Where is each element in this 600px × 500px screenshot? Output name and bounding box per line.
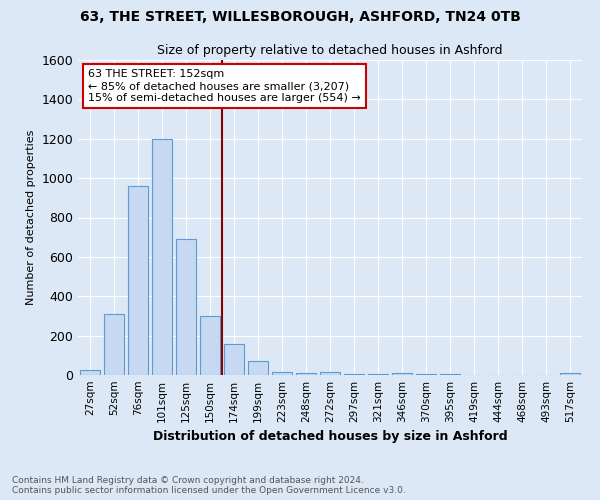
Bar <box>200 316 220 375</box>
Bar <box>392 374 412 375</box>
Bar <box>176 239 196 375</box>
Bar <box>416 374 436 375</box>
Text: Contains HM Land Registry data © Crown copyright and database right 2024.
Contai: Contains HM Land Registry data © Crown c… <box>12 476 406 495</box>
Text: 63, THE STREET, WILLESBOROUGH, ASHFORD, TN24 0TB: 63, THE STREET, WILLESBOROUGH, ASHFORD, … <box>80 10 520 24</box>
Text: 63 THE STREET: 152sqm
← 85% of detached houses are smaller (3,207)
15% of semi-d: 63 THE STREET: 152sqm ← 85% of detached … <box>88 70 361 102</box>
Bar <box>80 370 100 375</box>
Bar <box>560 373 580 375</box>
Bar <box>296 373 316 375</box>
Y-axis label: Number of detached properties: Number of detached properties <box>26 130 36 305</box>
Bar <box>272 372 292 375</box>
Bar <box>320 372 340 375</box>
Bar <box>248 361 268 375</box>
Bar <box>440 374 460 375</box>
Bar <box>104 314 124 375</box>
X-axis label: Distribution of detached houses by size in Ashford: Distribution of detached houses by size … <box>152 430 508 444</box>
Bar <box>224 344 244 375</box>
Bar <box>128 186 148 375</box>
Bar <box>344 374 364 375</box>
Bar <box>152 138 172 375</box>
Title: Size of property relative to detached houses in Ashford: Size of property relative to detached ho… <box>157 44 503 58</box>
Bar <box>368 374 388 375</box>
